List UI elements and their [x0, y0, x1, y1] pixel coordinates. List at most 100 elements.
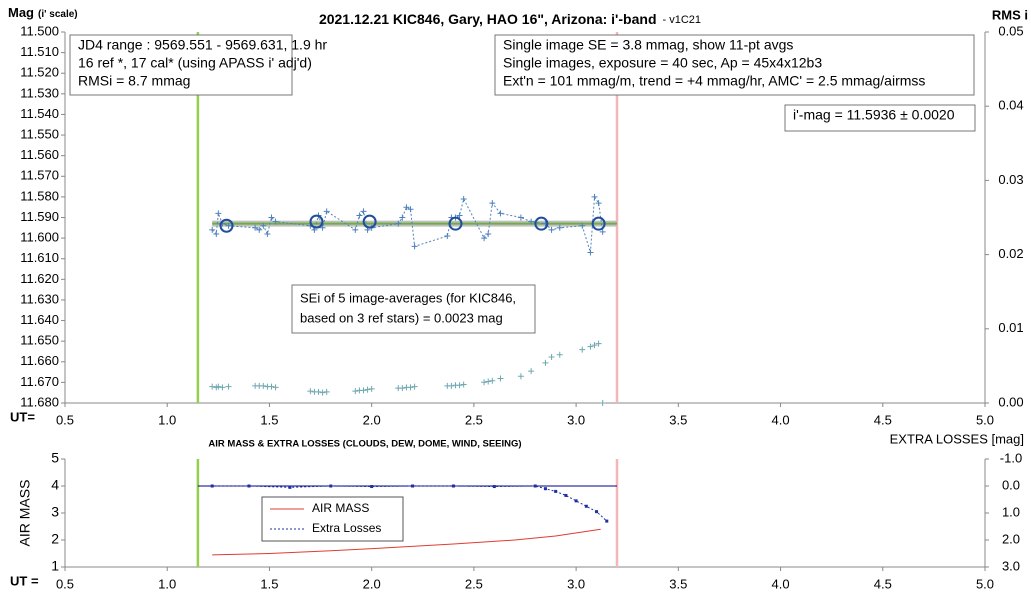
point: [605, 519, 609, 523]
y-tick-label: 5: [51, 450, 59, 466]
point: [319, 224, 326, 231]
point: [219, 384, 226, 391]
y2-tick-label: 0.04: [998, 98, 1023, 113]
point: [542, 359, 549, 366]
x-tick-label: 1.0: [158, 412, 176, 427]
point: [460, 195, 467, 202]
point: [403, 204, 410, 211]
point: [319, 389, 326, 396]
y-tick-label: 11.540: [20, 106, 59, 121]
x-tick-label: 2.5: [465, 576, 483, 591]
x-tick-label: 4.5: [874, 412, 892, 427]
y-tick-label: 11.500: [20, 23, 59, 38]
point: [492, 485, 496, 489]
x-tick-label: 2.5: [465, 412, 483, 427]
point: [268, 214, 275, 221]
y-tick-label: 11.630: [20, 291, 59, 306]
point: [591, 193, 598, 200]
point: [599, 228, 606, 235]
y-tick-label: 11.600: [20, 230, 59, 245]
point: [272, 218, 279, 225]
annotation-text: Single image SE = 3.8 mmag, show 11-pt a…: [503, 37, 793, 53]
x-tick-label: 3.5: [669, 412, 687, 427]
point: [528, 368, 535, 375]
average-point: [362, 214, 377, 229]
point: [574, 499, 578, 503]
x-tick-label: 1.0: [158, 576, 176, 591]
point: [595, 340, 602, 347]
point: [315, 388, 322, 395]
series-line: [212, 485, 608, 522]
point: [517, 373, 524, 380]
point: [533, 484, 537, 488]
y2-tick-label: 0.02: [998, 246, 1023, 261]
annotation-text: i'-mag = 11.5936 ± 0.0020: [793, 107, 955, 123]
point: [215, 210, 222, 217]
x-tick-label: 5.0: [976, 576, 994, 591]
y-tick-label: 4: [51, 477, 59, 493]
annotation-text: RMSi = 8.7 mmag: [78, 73, 190, 89]
average-point: [591, 216, 606, 231]
point: [225, 383, 232, 390]
chart-title: 2021.12.21 KIC846, Gary, HAO 16", Arizon…: [319, 11, 701, 27]
point: [407, 206, 414, 213]
point: [247, 484, 251, 488]
point: [451, 484, 455, 488]
point: [395, 220, 402, 227]
point: [356, 212, 363, 219]
point: [489, 200, 496, 207]
y2-tick-label: 0.03: [998, 172, 1023, 187]
y-tick-label: 1: [51, 558, 59, 574]
point: [599, 400, 606, 406]
point: [595, 510, 599, 514]
series-line: [211, 195, 604, 253]
x-tick-label: 3.0: [567, 412, 585, 427]
point: [489, 377, 496, 384]
point: [556, 351, 563, 358]
y-tick-label: 2: [51, 531, 59, 547]
point: [225, 222, 232, 229]
y2-axis-label: EXTRA LOSSES [mag]: [890, 431, 1024, 446]
x-tick-label: 3.0: [567, 576, 585, 591]
point: [213, 230, 220, 237]
annotation-box: [291, 284, 536, 334]
point: [564, 493, 568, 497]
y-tick-label: 11.550: [20, 126, 59, 141]
point: [360, 208, 367, 215]
point: [528, 218, 535, 225]
x-tick-label: 5.0: [976, 412, 994, 427]
point: [481, 235, 488, 242]
annotation-text: 16 ref *, 17 cal* (using APASS i' adj'd): [78, 55, 312, 71]
subtitle: - v1C21: [663, 14, 702, 26]
point: [460, 381, 467, 388]
annotation-box: [494, 34, 975, 96]
point: [481, 379, 488, 386]
point: [497, 375, 504, 382]
y-tick-label: 11.520: [20, 65, 59, 80]
point: [352, 388, 359, 395]
x-tick-label: 0.5: [56, 412, 74, 427]
y-tick-label: 11.660: [20, 353, 59, 368]
point: [256, 226, 263, 233]
y-tick-label: 11.510: [20, 44, 59, 59]
point: [579, 346, 586, 353]
average-point: [448, 216, 463, 231]
annotation-text: SEi of 5 image-averages (for KIC846,: [300, 290, 516, 305]
y2-tick-label: 0.01: [998, 320, 1023, 335]
point: [554, 489, 558, 493]
point: [323, 388, 330, 395]
ylabel: Mag: [8, 5, 34, 20]
point: [485, 378, 492, 385]
point: [209, 226, 216, 233]
y-axis-label: AIR MASS: [17, 480, 33, 547]
y2-tick-label: 0.00: [998, 394, 1023, 409]
legend-label: AIR MASS: [312, 501, 369, 515]
x-tick-label: 0.5: [56, 576, 74, 591]
x-tick-label: 4.0: [772, 576, 790, 591]
y-tick-label: 11.650: [20, 333, 59, 348]
point: [407, 384, 414, 391]
y-tick-label: 11.610: [20, 250, 59, 265]
point: [548, 353, 555, 360]
annotation-text: based on 3 ref stars) = 0.0023 mag: [300, 310, 503, 325]
